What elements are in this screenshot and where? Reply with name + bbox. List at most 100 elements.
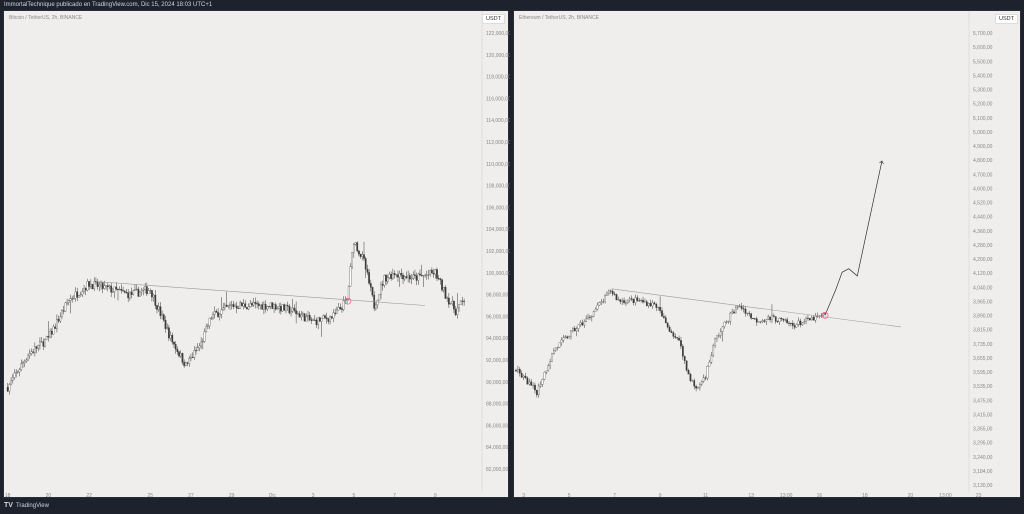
x-tick-label: 25 xyxy=(147,493,153,499)
candle xyxy=(127,292,130,299)
candle xyxy=(191,357,194,358)
candle xyxy=(697,387,699,389)
candle xyxy=(317,317,320,325)
candle xyxy=(545,370,548,373)
candle xyxy=(88,281,90,287)
x-tick-label: 27 xyxy=(188,493,194,499)
candle xyxy=(140,290,143,293)
candle xyxy=(298,313,301,318)
candle xyxy=(735,307,737,314)
candle xyxy=(617,299,620,301)
x-tick-label: 9 xyxy=(659,493,662,499)
candle xyxy=(388,273,391,278)
candle xyxy=(710,355,713,363)
x-tick-label: 3 xyxy=(312,493,315,499)
candle xyxy=(653,302,656,305)
candle xyxy=(644,301,646,303)
candle xyxy=(534,384,536,391)
candle xyxy=(581,322,584,326)
candle xyxy=(171,335,174,343)
y-tick-label: 82,000,00 xyxy=(486,467,508,473)
x-tick-label: 20 xyxy=(908,493,914,499)
candle xyxy=(179,353,182,357)
y-tick-label: 3,890,00 xyxy=(973,314,993,320)
candle xyxy=(627,299,629,303)
candle xyxy=(47,336,50,338)
x-tick-label: 22 xyxy=(86,493,92,499)
candle xyxy=(566,336,569,339)
candle xyxy=(49,331,51,338)
candle xyxy=(655,304,658,308)
candle xyxy=(683,356,686,361)
candle xyxy=(130,291,133,295)
candle xyxy=(178,351,180,357)
candle xyxy=(558,342,561,348)
x-tick-label: 9 xyxy=(434,493,437,499)
candle xyxy=(307,315,309,317)
candle xyxy=(106,285,109,288)
trendline xyxy=(95,281,426,306)
x-tick-label: 13:00 xyxy=(780,493,793,499)
candle xyxy=(368,272,370,284)
ethereum-chart-panel[interactable]: Ethereum / TetherUS, 2h, BINANCE USDT 5,… xyxy=(513,10,1022,499)
candle xyxy=(449,303,452,305)
candle xyxy=(532,384,534,386)
candle xyxy=(672,332,675,337)
candle xyxy=(334,312,337,314)
y-tick-label: 104,000,00 xyxy=(486,227,510,233)
currency-badge[interactable]: USDT xyxy=(995,14,1018,24)
candle xyxy=(86,281,89,291)
candle xyxy=(327,318,330,322)
candle xyxy=(57,319,60,322)
candle xyxy=(386,277,389,282)
candle xyxy=(173,342,175,345)
candle xyxy=(560,339,563,343)
y-tick-label: 4,280,00 xyxy=(973,243,993,249)
candle xyxy=(602,301,605,303)
candle xyxy=(600,301,603,304)
candle xyxy=(723,321,726,327)
candle xyxy=(636,297,639,301)
candle xyxy=(273,304,275,309)
candle xyxy=(598,302,601,306)
candle xyxy=(573,328,576,332)
candle xyxy=(392,273,394,279)
bitcoin-chart-panel[interactable]: Bitcoin / TetherUS, 2h, BINANCE USDT 122… xyxy=(3,10,510,499)
candle xyxy=(790,323,792,324)
candle xyxy=(100,282,102,286)
y-tick-label: 5,200,00 xyxy=(973,102,993,108)
candle xyxy=(526,377,529,385)
candle xyxy=(312,319,314,321)
bitcoin-chart-svg[interactable]: 122,000,00 120,000,00 118,000,00 116,000,00… xyxy=(4,11,510,499)
y-tick-label: 3,475,00 xyxy=(973,398,993,404)
candle xyxy=(522,375,525,378)
y-tick-label: 3,815,00 xyxy=(973,328,993,334)
y-tick-label: 4,600,00 xyxy=(973,186,993,192)
candle xyxy=(220,309,223,315)
candle xyxy=(120,289,123,291)
candle xyxy=(291,307,294,312)
candle xyxy=(174,344,177,350)
candle xyxy=(547,365,550,372)
candle xyxy=(156,305,158,310)
candle xyxy=(782,318,785,321)
candle xyxy=(408,275,411,280)
candle xyxy=(103,285,106,289)
candle xyxy=(594,308,597,312)
candle xyxy=(780,317,783,320)
candle xyxy=(330,316,333,319)
candle xyxy=(700,381,703,385)
y-tick-label: 4,040,00 xyxy=(973,285,993,291)
ethereum-chart-svg[interactable]: 5,700,00 5,600,00 5,500,00 5,400,00 5,300,00… xyxy=(514,11,1022,499)
candle xyxy=(691,380,694,382)
candle xyxy=(549,361,551,366)
candle xyxy=(33,346,36,353)
candle xyxy=(609,290,612,292)
candle xyxy=(313,319,316,321)
candle xyxy=(324,315,326,318)
candle xyxy=(101,282,104,289)
candle xyxy=(405,276,408,279)
candle xyxy=(814,316,817,321)
candle xyxy=(437,278,440,280)
candle xyxy=(215,311,218,313)
